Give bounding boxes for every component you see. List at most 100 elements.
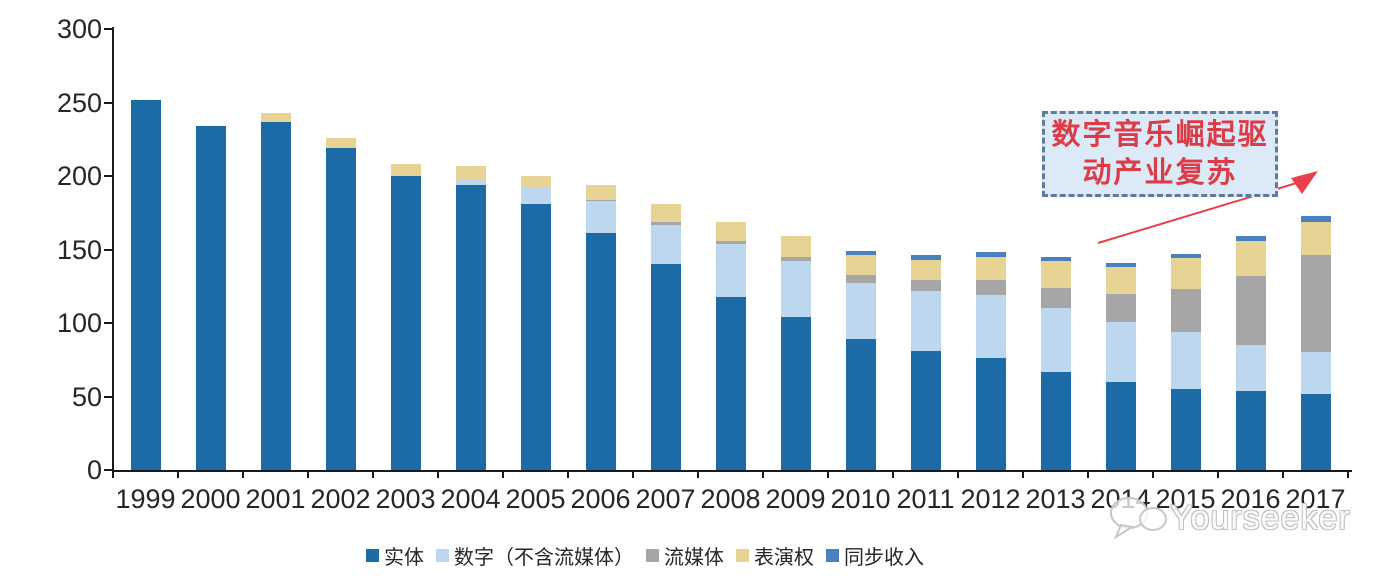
- bar-segment-physical: [910, 350, 941, 470]
- bar-segment-digital-excl-streaming: [650, 224, 681, 265]
- bar-segment-streaming: [715, 240, 746, 244]
- bar-segment-digital-excl-streaming: [455, 178, 486, 185]
- legend-item-sync: 同步收入: [826, 541, 924, 570]
- bar-segment-physical: [325, 148, 356, 470]
- x-axis-label: 2008: [700, 484, 761, 514]
- x-axis-label: 2015: [1155, 484, 1216, 514]
- bar-segment-digital-excl-streaming: [585, 201, 616, 234]
- legend-item-streaming: 流媒体: [646, 541, 724, 570]
- x-axis-label: 2011: [896, 484, 955, 514]
- x-axis-label: 2001: [245, 484, 306, 514]
- bar-segment-digital-excl-streaming: [1040, 308, 1071, 372]
- x-tick-mark: [242, 470, 244, 478]
- bar-segment-performance-rights: [715, 221, 746, 241]
- bar-segment-performance-rights: [455, 165, 486, 179]
- legend-item-digital-excl-streaming: 数字（不含流媒体）: [436, 541, 634, 570]
- y-axis-line: [112, 27, 114, 472]
- x-axis-label: 2002: [310, 484, 371, 514]
- x-tick-mark: [1087, 470, 1089, 478]
- x-tick-mark: [1282, 470, 1284, 478]
- bar-segment-streaming: [1235, 275, 1266, 346]
- bar-segment-streaming: [780, 256, 811, 262]
- x-tick-mark: [437, 470, 439, 478]
- bar-segment-physical: [780, 317, 811, 470]
- bar-segment-physical: [715, 296, 746, 470]
- bar-segment-performance-rights: [910, 259, 941, 281]
- x-tick-mark: [957, 470, 959, 478]
- bar-segment-performance-rights: [1170, 258, 1201, 290]
- legend-label-sync: 同步收入: [844, 547, 924, 569]
- x-axis-label: 2016: [1220, 484, 1281, 514]
- y-tick-mark: [104, 248, 113, 251]
- x-tick-mark: [1217, 470, 1219, 478]
- y-tick-label: 150: [56, 234, 102, 265]
- bar-segment-performance-rights: [650, 203, 681, 222]
- watermark: Yourseeker: [1106, 492, 1351, 544]
- y-tick-label: 200: [56, 161, 102, 191]
- x-axis-label: 2006: [570, 484, 631, 514]
- bar-segment-physical: [455, 184, 486, 470]
- x-axis-line: [112, 470, 1352, 472]
- bar-segment-digital-excl-streaming: [780, 261, 811, 318]
- bar-segment-digital-excl-streaming: [520, 187, 551, 204]
- bar-segment-digital-excl-streaming: [715, 243, 746, 297]
- y-tick-mark: [104, 28, 113, 30]
- x-tick-mark: [372, 470, 374, 478]
- annotation-box: 数字音乐崛起驱 动产业复苏: [1042, 111, 1278, 197]
- bar-segment-digital-excl-streaming: [1170, 331, 1201, 390]
- bar-segment-streaming: [1105, 293, 1136, 322]
- bar-segment-physical: [390, 176, 421, 470]
- bar-segment-performance-rights: [1105, 267, 1136, 294]
- bar-segment-streaming: [1170, 289, 1201, 332]
- bar-segment-digital-excl-streaming: [1105, 321, 1136, 382]
- bar-segment-sync: [975, 252, 1006, 257]
- x-axis-label: 2010: [830, 484, 891, 514]
- legend-swatch-digital-excl-streaming: [436, 549, 449, 562]
- bar-segment-physical: [195, 126, 226, 470]
- x-axis-label: 1999: [115, 484, 176, 514]
- x-tick-mark: [1022, 470, 1024, 478]
- y-tick-label: 50: [71, 381, 102, 412]
- legend-swatch-physical: [366, 549, 379, 562]
- bar-segment-sync: [1040, 256, 1071, 262]
- bar-segment-physical: [1300, 393, 1331, 470]
- x-tick-mark: [632, 470, 634, 478]
- bar-segment-physical: [1235, 390, 1266, 470]
- x-axis-label: 2013: [1025, 484, 1086, 514]
- bar-segment-physical: [845, 339, 876, 470]
- bar-segment-sync: [845, 250, 876, 256]
- bar-segment-streaming: [585, 199, 616, 201]
- y-tick-mark: [104, 395, 113, 398]
- bar-segment-streaming: [1040, 287, 1071, 309]
- bar-segment-digital-excl-streaming: [845, 283, 876, 340]
- x-tick-mark: [892, 470, 894, 478]
- bar-segment-performance-rights: [975, 256, 1006, 281]
- bar-segment-performance-rights: [325, 137, 356, 149]
- bar-segment-sync: [1235, 236, 1266, 241]
- legend-item-performance-rights: 表演权: [736, 541, 814, 570]
- x-axis-label: 2007: [635, 484, 696, 514]
- bar-segment-digital-excl-streaming: [1235, 345, 1266, 391]
- y-tick-label: 100: [56, 308, 102, 338]
- y-tick-label: 250: [56, 87, 102, 118]
- bar-segment-streaming: [910, 280, 941, 291]
- bar-segment-performance-rights: [1300, 221, 1331, 256]
- x-axis-label: 2000: [180, 484, 241, 514]
- bar-segment-physical: [1040, 371, 1071, 470]
- bar-segment-performance-rights: [1040, 261, 1071, 288]
- bar-segment-digital-excl-streaming: [975, 295, 1006, 359]
- legend-swatch-streaming: [646, 549, 659, 562]
- bar-segment-sync: [1170, 253, 1201, 259]
- legend-label-digital-excl-streaming: 数字（不含流媒体）: [454, 547, 634, 569]
- annotation-text-line2: 动产业复苏: [1082, 157, 1238, 189]
- bar-segment-physical: [585, 233, 616, 470]
- y-tick-label: 300: [56, 14, 102, 44]
- bar-segment-performance-rights: [390, 164, 421, 176]
- bar-segment-physical: [975, 358, 1006, 470]
- bar-segment-streaming: [975, 280, 1006, 296]
- bar-segment-performance-rights: [1235, 240, 1266, 276]
- legend-label-streaming: 流媒体: [664, 547, 724, 569]
- bar-segment-physical: [130, 99, 161, 470]
- x-axis-label: 2005: [505, 484, 566, 514]
